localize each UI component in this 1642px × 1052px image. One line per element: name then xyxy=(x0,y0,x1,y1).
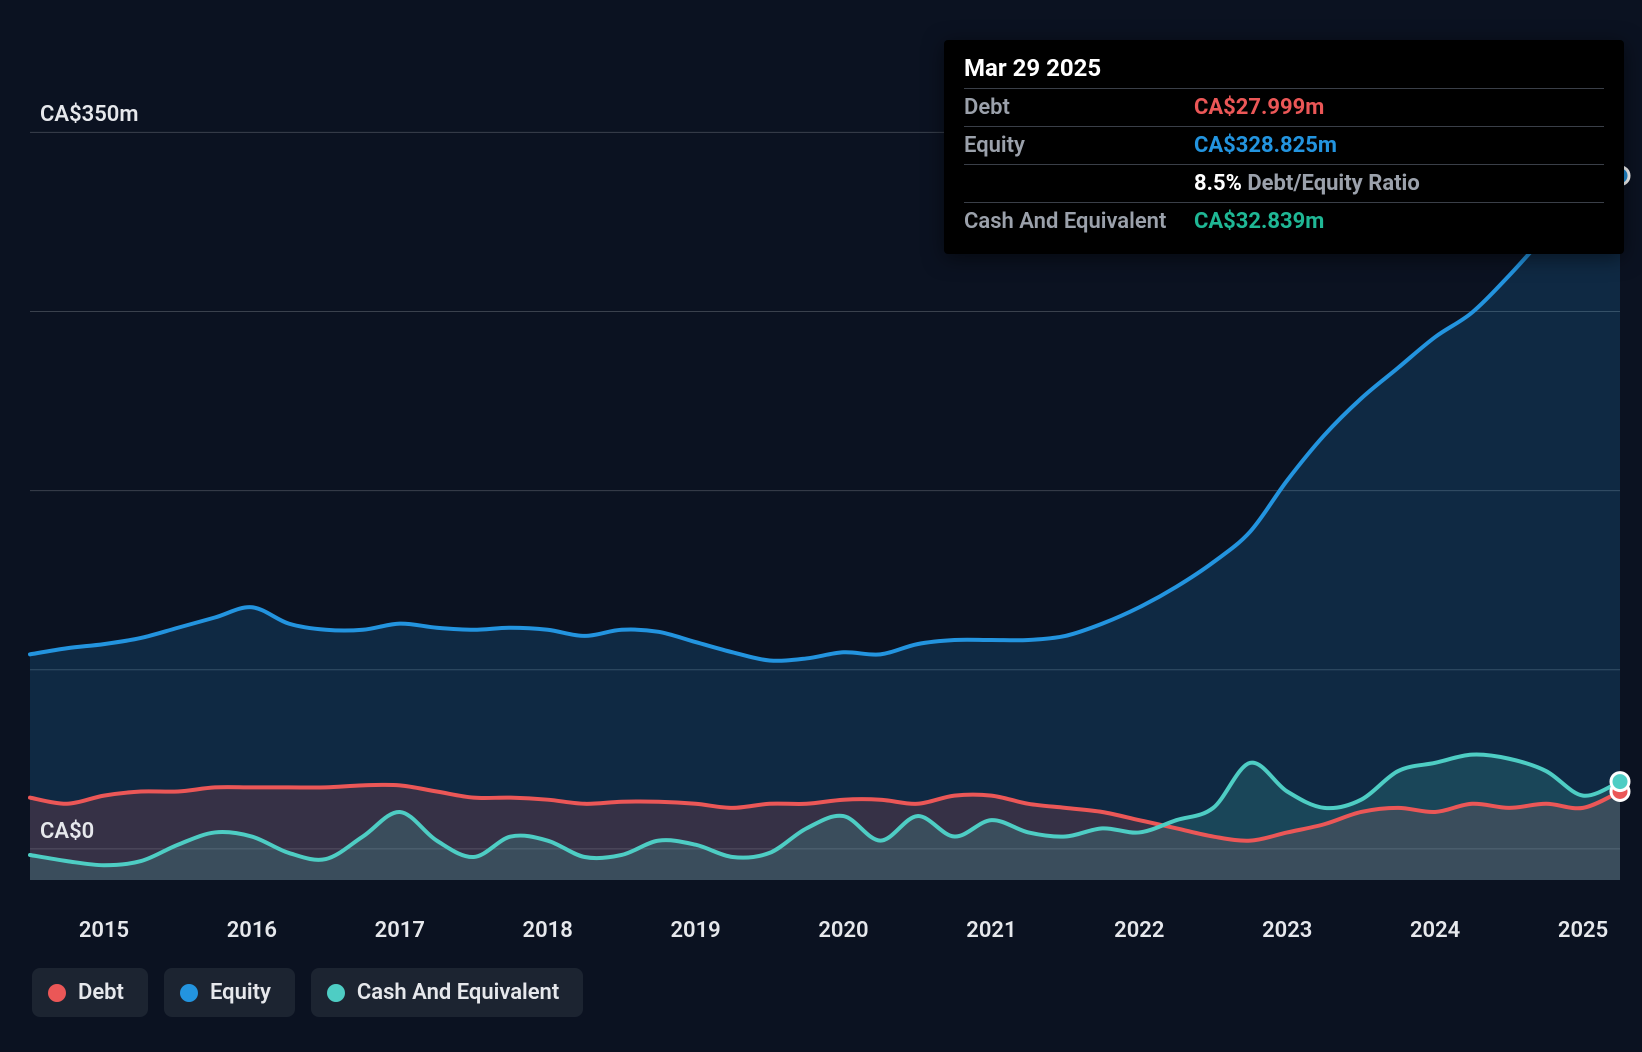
x-axis-label: 2015 xyxy=(79,918,129,943)
tooltip-row-label: Cash And Equivalent xyxy=(964,203,1194,241)
legend-label: Cash And Equivalent xyxy=(357,980,559,1005)
legend-swatch xyxy=(48,984,66,1002)
tooltip-row: EquityCA$328.825m xyxy=(964,127,1604,165)
tooltip-row-label xyxy=(964,165,1194,203)
tooltip-row-value: CA$27.999m xyxy=(1194,89,1604,127)
legend-item-equity[interactable]: Equity xyxy=(164,968,295,1017)
x-axis-label: 2018 xyxy=(523,918,573,943)
tooltip-row-label: Equity xyxy=(964,127,1194,165)
chart-tooltip: Mar 29 2025 DebtCA$27.999mEquityCA$328.8… xyxy=(944,40,1624,254)
x-axis-label: 2019 xyxy=(670,918,720,943)
legend-item-cash-and-equivalent[interactable]: Cash And Equivalent xyxy=(311,968,583,1017)
x-axis-label: 2023 xyxy=(1262,918,1312,943)
legend-swatch xyxy=(327,984,345,1002)
tooltip-row-value: 8.5% Debt/Equity Ratio xyxy=(1194,165,1604,203)
y-axis-label: CA$0 xyxy=(40,819,94,844)
tooltip-row-value: CA$328.825m xyxy=(1194,127,1604,165)
y-axis-label: CA$350m xyxy=(40,102,138,127)
x-axis-label: 2020 xyxy=(818,918,868,943)
legend-label: Debt xyxy=(78,980,124,1005)
legend-label: Equity xyxy=(210,980,271,1005)
tooltip-row-label: Debt xyxy=(964,89,1194,127)
tooltip-row-value: CA$32.839m xyxy=(1194,203,1604,241)
x-axis-label: 2017 xyxy=(375,918,425,943)
x-axis-label: 2021 xyxy=(966,918,1016,943)
tooltip-row: 8.5% Debt/Equity Ratio xyxy=(964,165,1604,203)
tooltip-table: DebtCA$27.999mEquityCA$328.825m8.5% Debt… xyxy=(964,88,1604,240)
chart-legend: Debt Equity Cash And Equivalent xyxy=(32,968,583,1017)
tooltip-row: Cash And EquivalentCA$32.839m xyxy=(964,203,1604,241)
legend-swatch xyxy=(180,984,198,1002)
x-axis-label: 2016 xyxy=(227,918,277,943)
tooltip-row: DebtCA$27.999m xyxy=(964,89,1604,127)
tooltip-title: Mar 29 2025 xyxy=(964,54,1604,82)
x-axis-label: 2022 xyxy=(1114,918,1164,943)
legend-item-debt[interactable]: Debt xyxy=(32,968,148,1017)
x-axis-label: 2024 xyxy=(1410,918,1460,943)
debt-equity-chart: Mar 29 2025 DebtCA$27.999mEquityCA$328.8… xyxy=(0,0,1642,1052)
x-axis-label: 2025 xyxy=(1558,918,1608,943)
